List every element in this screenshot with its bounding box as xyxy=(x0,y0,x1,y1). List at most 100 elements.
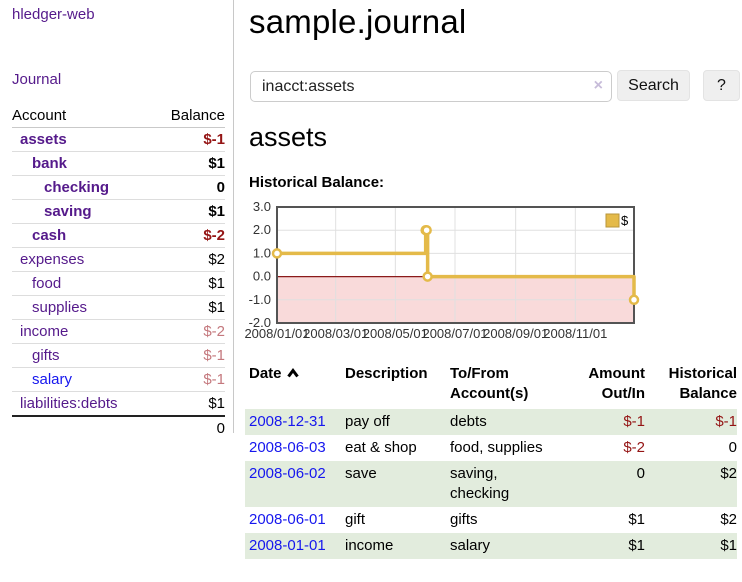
account-link[interactable]: supplies xyxy=(32,299,88,316)
account-balance: $1 xyxy=(152,151,225,176)
account-link[interactable]: saving xyxy=(44,203,92,220)
sort-ascending-icon xyxy=(286,364,299,384)
svg-text:2008/07/01: 2008/07/01 xyxy=(422,326,487,341)
account-link[interactable]: checking xyxy=(44,179,110,196)
transaction-amount: $1 xyxy=(560,533,645,559)
transaction-balance: 0 xyxy=(728,439,737,456)
accounts-header-balance: Balance xyxy=(152,103,225,128)
main-content: sample.journal × Search ? assets Histori… xyxy=(244,0,742,582)
register-row: 2008-06-02 save saving, checking 0 $2 xyxy=(245,461,737,507)
historical-balance-chart: $3.0 2.0 1.0 0.0 -1.0 -2.02008/01/012008/03/0… xyxy=(244,199,640,341)
transaction-date-link[interactable]: 2008-01-01 xyxy=(249,537,326,554)
transaction-amount: 0 xyxy=(560,461,645,507)
clear-search-icon[interactable]: × xyxy=(593,77,603,94)
register-header-description: Description xyxy=(345,365,428,382)
account-row: cash $-2 xyxy=(12,223,225,248)
transaction-date-link[interactable]: 2008-06-02 xyxy=(249,465,326,482)
transaction-accounts: salary xyxy=(450,533,560,559)
transaction-description: pay off xyxy=(345,409,450,435)
transaction-balance: $2 xyxy=(645,461,737,507)
transaction-description: eat & shop xyxy=(345,439,417,456)
nav-journal-link[interactable]: Journal xyxy=(12,71,62,88)
account-link[interactable]: expenses xyxy=(20,251,85,268)
account-link[interactable]: bank xyxy=(32,155,68,172)
account-balance: $2 xyxy=(152,247,225,272)
account-row: gifts $-1 xyxy=(12,343,225,368)
account-balance: 0 xyxy=(152,175,225,200)
transaction-description: gift xyxy=(345,511,366,528)
account-row: assets $-1 xyxy=(12,127,225,152)
account-heading: assets xyxy=(249,122,328,152)
svg-text:1.0: 1.0 xyxy=(253,245,271,260)
transaction-date-link[interactable]: 2008-06-01 xyxy=(249,511,326,528)
search-button[interactable]: Search xyxy=(617,70,690,101)
svg-text:2.0: 2.0 xyxy=(253,222,271,237)
account-balance: $1 xyxy=(152,391,225,417)
transaction-amount: $-1 xyxy=(560,409,645,435)
register-header-amount: Amount Out/In xyxy=(588,365,645,402)
account-link[interactable]: gifts xyxy=(32,347,60,364)
sidebar-divider xyxy=(233,0,234,433)
svg-text:-1.0: -1.0 xyxy=(249,292,271,307)
svg-text:2008/05/01: 2008/05/01 xyxy=(363,326,428,341)
accounts-total-row: 0 xyxy=(12,415,225,440)
account-link[interactable]: income xyxy=(20,323,69,340)
accounts-header-account: Account xyxy=(12,103,153,128)
transaction-balance: $2 xyxy=(720,511,737,528)
accounts-total-value: 0 xyxy=(152,415,225,440)
transaction-amount: $1 xyxy=(628,511,645,528)
account-row: bank $1 xyxy=(12,151,225,176)
transaction-amount: $-2 xyxy=(623,439,645,456)
register-row: 2008-01-01 income salary $1 $1 xyxy=(245,533,737,559)
account-link[interactable]: salary xyxy=(32,371,73,388)
transaction-date-link[interactable]: 2008-06-03 xyxy=(249,439,326,456)
transaction-accounts: gifts xyxy=(450,511,478,528)
account-row: checking 0 xyxy=(12,175,225,200)
svg-text:-2.0: -2.0 xyxy=(249,315,271,330)
account-row: salary $-1 xyxy=(12,367,225,392)
search-box: × xyxy=(250,71,612,102)
account-balance: $1 xyxy=(152,199,225,224)
account-row: income $-2 xyxy=(12,319,225,344)
transaction-balance: $-1 xyxy=(645,409,737,435)
help-button[interactable]: ? xyxy=(703,70,740,101)
account-balance: $-2 xyxy=(152,319,225,344)
account-link[interactable]: cash xyxy=(32,227,67,244)
account-link[interactable]: assets xyxy=(20,131,67,148)
svg-text:3.0: 3.0 xyxy=(253,199,271,214)
svg-text:$: $ xyxy=(621,213,629,228)
transaction-date-link[interactable]: 2008-12-31 xyxy=(249,413,326,430)
svg-text:2008/09/01: 2008/09/01 xyxy=(483,326,548,341)
register-row: 2008-06-01 gift gifts $1 $2 xyxy=(245,507,737,533)
svg-text:2008/01/01: 2008/01/01 xyxy=(244,326,309,341)
register-header-date[interactable]: Date xyxy=(245,362,345,409)
account-row: saving $1 xyxy=(12,199,225,224)
search-input[interactable] xyxy=(250,71,612,102)
account-balance: $-1 xyxy=(152,343,225,368)
accounts-header-row: Account Balance xyxy=(12,103,225,128)
svg-text:0.0: 0.0 xyxy=(253,269,271,284)
account-row: food $1 xyxy=(12,271,225,296)
register-header-accounts: To/From Account(s) xyxy=(450,365,529,402)
account-balance: $1 xyxy=(152,271,225,296)
transaction-accounts: food, supplies xyxy=(450,439,543,456)
account-row: expenses $2 xyxy=(12,247,225,272)
register-table: Date Description To/From Account(s) Amou… xyxy=(245,362,737,559)
app-title-link[interactable]: hledger-web xyxy=(12,6,95,23)
chart-title: Historical Balance: xyxy=(249,174,385,191)
account-balance: $-2 xyxy=(152,223,225,248)
register-header-row: Date Description To/From Account(s) Amou… xyxy=(245,362,737,409)
transaction-accounts: saving, checking xyxy=(450,461,560,507)
account-balance: $1 xyxy=(152,295,225,320)
transaction-description: save xyxy=(345,461,450,507)
account-row: liabilities:debts $1 xyxy=(12,391,225,417)
account-link[interactable]: liabilities:debts xyxy=(20,395,118,412)
transaction-accounts: debts xyxy=(450,409,560,435)
account-link[interactable]: food xyxy=(32,275,62,292)
svg-text:2008/03/01: 2008/03/01 xyxy=(303,326,368,341)
register-row: 2008-12-31 pay off debts $-1 $-1 xyxy=(245,409,737,435)
transaction-description: income xyxy=(345,533,450,559)
account-balance: $-1 xyxy=(152,127,225,152)
account-row: supplies $1 xyxy=(12,295,225,320)
svg-text:2008/11/01: 2008/11/01 xyxy=(543,326,607,341)
